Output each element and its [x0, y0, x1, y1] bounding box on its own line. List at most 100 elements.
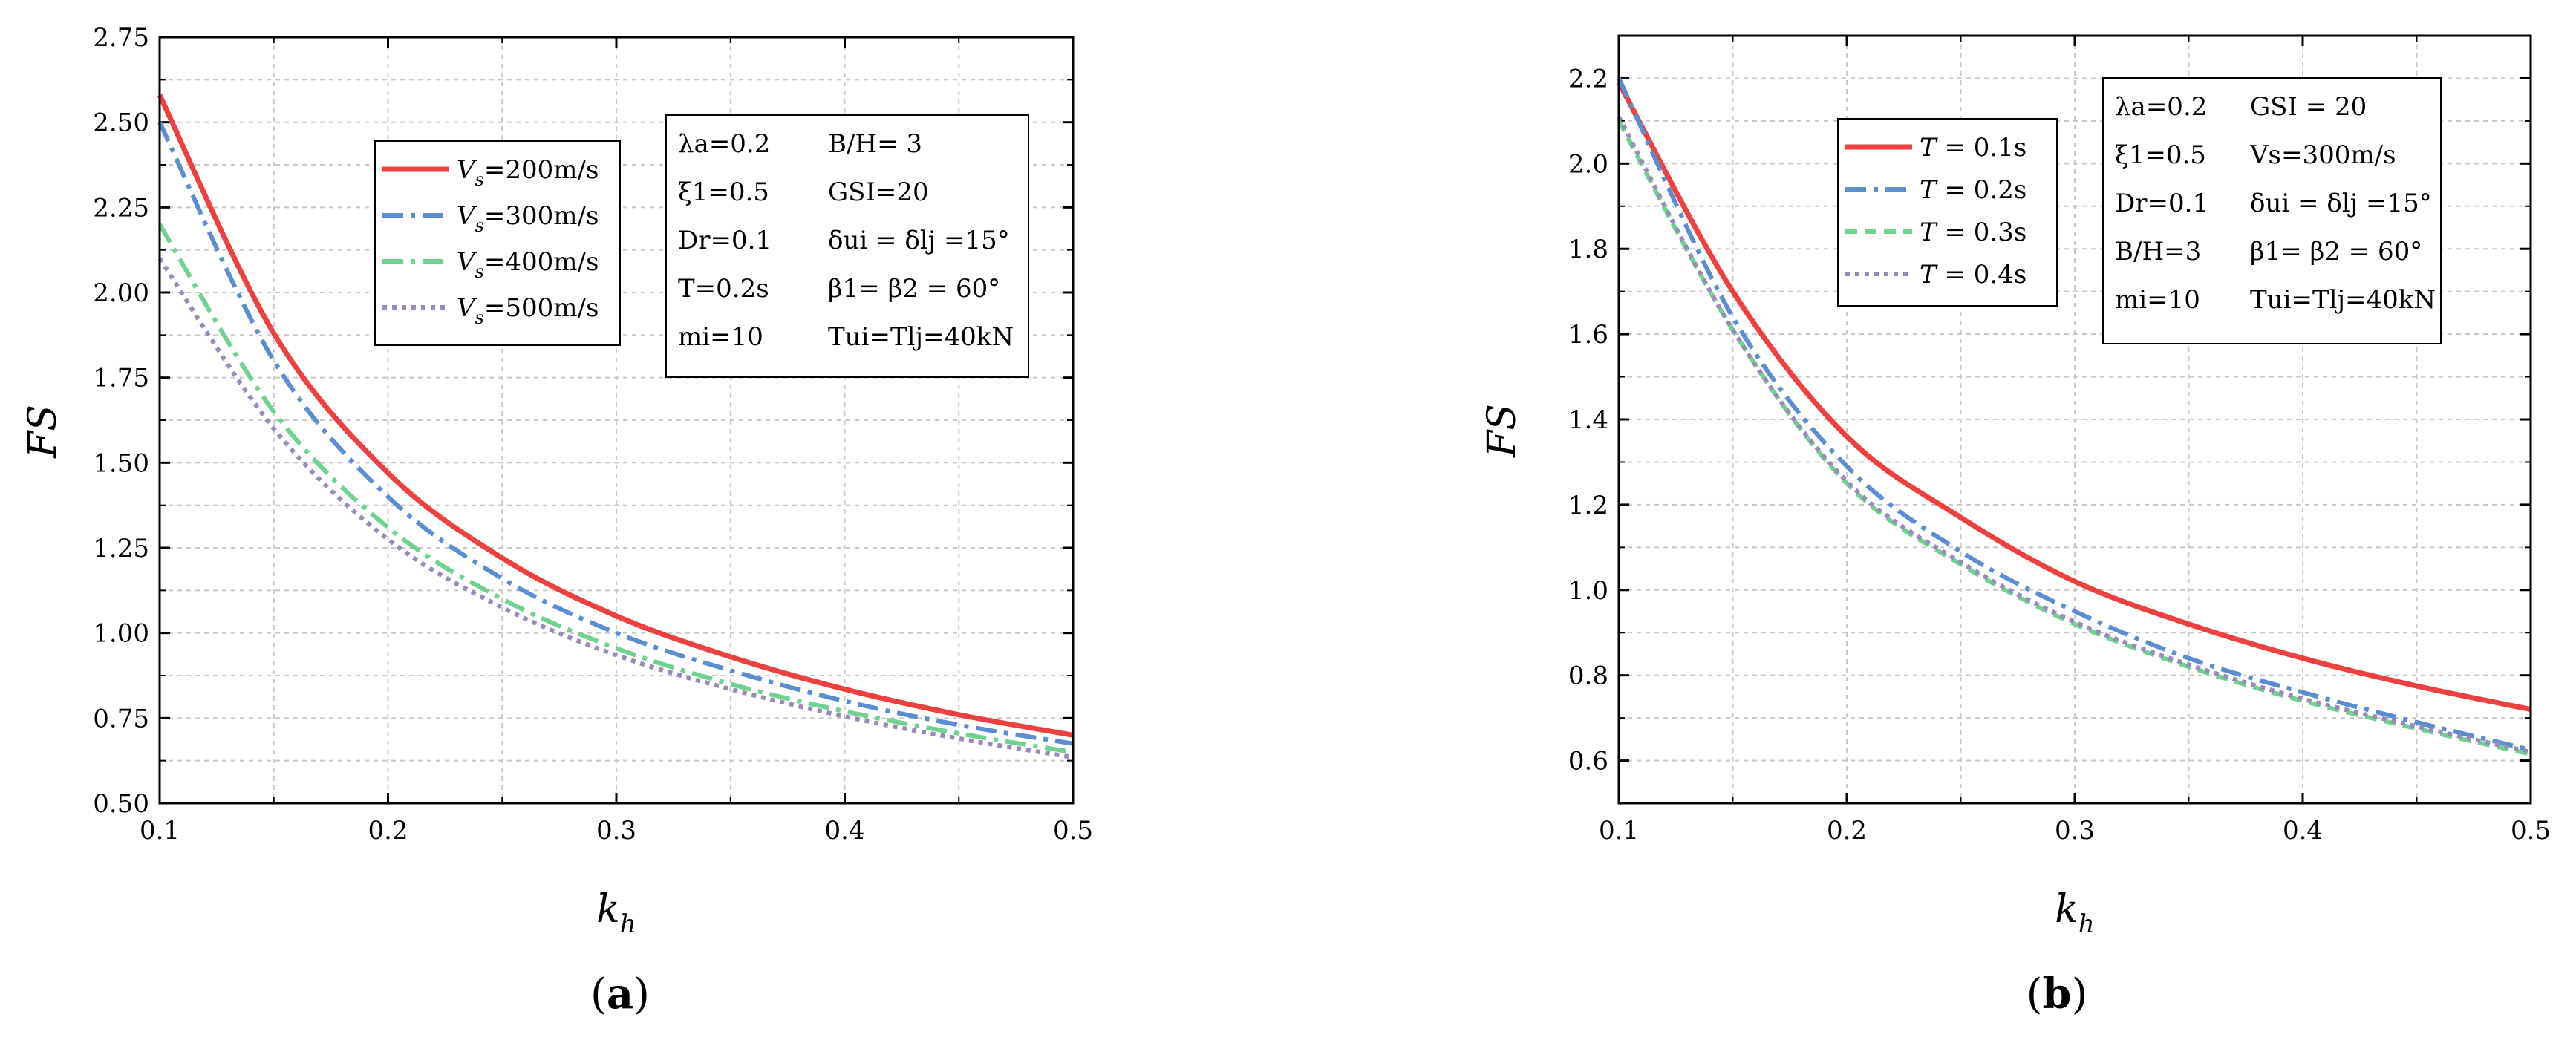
x-tick-label: 0.5: [2511, 816, 2551, 846]
panel-label-letter: a: [607, 970, 633, 1019]
panel-label-close: ): [633, 970, 650, 1019]
parameter-box: λa=0.2 B/H= 3 ξ1=0.5 GSI=20 Dr=0.1 δui = δlj …: [665, 114, 1029, 378]
legend-value: =300m/s: [484, 201, 599, 231]
parameter-right-4: β1= β2 = 60°: [828, 274, 1000, 304]
series-line-2: [157, 121, 1074, 746]
y-tick-label: 2.50: [93, 108, 149, 138]
panel-b: 0.1 0.2 0.3 0.4 0.5 0.6 0.8 1.0 1.2 1.4 1.6 1.8 2.0 2…: [1480, 34, 2551, 1019]
legend: Vs=200m/sVs=300m/sVs=400m/sVs=500m/s: [374, 140, 621, 346]
x-tick-label: 0.3: [596, 816, 636, 846]
legend-value: = 0.3s: [1937, 218, 2027, 247]
legend-var: T: [1920, 218, 1938, 247]
y-tick-label: 2.75: [93, 23, 149, 53]
parameter-right-1: GSI = 20: [2250, 92, 2367, 122]
parameter-left-3: Dr=0.1: [678, 226, 772, 255]
x-axis-label-var: k: [596, 887, 620, 932]
parameter-left-5: mi=10: [678, 322, 763, 352]
legend-sub: s: [475, 215, 484, 236]
legend-label-2: Vs=300m/s: [457, 201, 599, 236]
legend-label-2: T = 0.2s: [1920, 175, 2026, 205]
parameter-left-4: B/H=3: [2115, 237, 2201, 267]
parameter-right-5: Tui=Tlj=40kN: [828, 322, 1014, 352]
panel-label: (a): [590, 970, 650, 1019]
y-tick-label: 1.75: [93, 364, 149, 393]
x-axis-label-var: k: [2055, 887, 2078, 932]
legend-sub: s: [475, 169, 484, 190]
panel-label-letter: b: [2042, 970, 2071, 1019]
legend-var: T: [1920, 133, 1938, 163]
y-tick-label: 0.50: [93, 789, 149, 819]
x-axis-label-sub: h: [620, 909, 636, 939]
legend-value: = 0.2s: [1937, 175, 2027, 205]
legend-label-4: Vs=500m/s: [457, 293, 599, 328]
legend-value: = 0.1s: [1937, 133, 2027, 163]
panel-label-open: (: [2026, 970, 2043, 1019]
legend-sub: s: [475, 307, 484, 328]
parameter-box-frame: [665, 114, 1029, 378]
parameter-right-2: Vs=300m/s: [2249, 140, 2396, 170]
y-tick-label: 0.8: [1568, 661, 1608, 691]
parameter-left-2: ξ1=0.5: [678, 177, 769, 207]
x-tick-label: 0.5: [1053, 816, 1093, 846]
legend-box: [374, 140, 621, 346]
y-tick-label: 2.00: [93, 278, 149, 308]
parameter-right-5: Tui=Tlj=40kN: [2250, 285, 2436, 315]
y-tick-label: 1.4: [1568, 405, 1608, 435]
x-axis-label: kh: [2055, 887, 2094, 939]
parameter-right-2: GSI=20: [828, 177, 929, 207]
series-line-1: [1616, 81, 2531, 713]
y-tick-label: 1.50: [93, 448, 149, 478]
legend-label-3: T = 0.3s: [1920, 218, 2026, 247]
series-line-3: [157, 223, 1074, 755]
parameter-right-1: B/H= 3: [828, 129, 922, 159]
parameter-right-3: δui = δlj =15°: [828, 226, 1010, 255]
x-tick-label: 0.1: [1599, 816, 1639, 846]
parameter-left-2: ξ1=0.5: [2115, 140, 2206, 170]
parameter-box-frame: [2102, 77, 2442, 344]
plot-frame: [158, 36, 1075, 805]
parameter-right-4: β1= β2 = 60°: [2250, 237, 2422, 267]
legend-value: = 0.4s: [1937, 260, 2027, 290]
series-line-2: [1617, 77, 2531, 753]
parameter-right-3: δui = δlj =15°: [2250, 189, 2432, 218]
legend-var: V: [457, 201, 477, 231]
legend-label-1: Vs=200m/s: [457, 155, 599, 190]
series-line-4: [1617, 115, 2531, 754]
y-tick-label: 1.00: [93, 619, 149, 649]
legend-var: V: [457, 247, 477, 277]
y-axis-label: FS: [1480, 404, 1525, 458]
x-axis-label: kh: [596, 887, 636, 939]
y-tick-label: 1.8: [1568, 235, 1608, 264]
parameter-left-5: mi=10: [2115, 285, 2200, 315]
legend-label-1: T = 0.1s: [1920, 133, 2026, 163]
y-tick-label: 1.25: [93, 534, 149, 563]
parameter-box: λa=0.2 GSI = 20 ξ1=0.5 Vs=300m/s Dr=0.1 δui =…: [2102, 77, 2442, 344]
parameter-left-1: λa=0.2: [2115, 92, 2207, 122]
x-axis-label-sub: h: [2078, 909, 2095, 939]
x-tick-label: 0.4: [824, 816, 864, 846]
series-line-1: [157, 94, 1074, 738]
x-tick-label: 0.3: [2055, 816, 2095, 846]
panel-label-close: ): [2072, 970, 2088, 1019]
legend-label-4: T = 0.4s: [1920, 260, 2026, 290]
x-tick-label: 0.2: [1827, 816, 1867, 846]
panel-a: 0.1 0.2 0.3 0.4 0.5 0.50 0.75 1.00 1.25 1.50 1.75 2…: [21, 23, 1093, 1019]
x-tick-label: 0.4: [2283, 816, 2323, 846]
y-tick-label: 0.75: [93, 704, 149, 733]
legend-value: =500m/s: [484, 293, 599, 323]
y-tick-label: 1.0: [1568, 576, 1608, 606]
legend-var: T: [1920, 260, 1938, 290]
legend: T = 0.1sT = 0.2sT = 0.3sT = 0.4s: [1837, 118, 2058, 307]
y-tick-label: 2.2: [1568, 64, 1608, 94]
legend-var: V: [457, 155, 477, 185]
legend-label-3: Vs=400m/s: [457, 247, 599, 282]
panel-label-open: (: [590, 970, 607, 1019]
x-tick-label: 0.2: [368, 816, 408, 846]
legend-value: =400m/s: [484, 247, 599, 277]
y-tick-label: 2.25: [93, 193, 149, 223]
y-axis-label: FS: [21, 405, 65, 459]
panel-label: (b): [2026, 970, 2088, 1019]
parameter-left-3: Dr=0.1: [2115, 189, 2208, 218]
parameter-left-4: T=0.2s: [678, 274, 769, 304]
